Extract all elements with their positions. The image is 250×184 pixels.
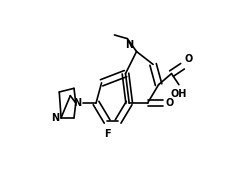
Text: O: O — [184, 54, 192, 64]
Text: O: O — [165, 98, 173, 108]
Text: OH: OH — [170, 89, 186, 99]
Text: N: N — [51, 113, 59, 123]
Text: F: F — [103, 129, 110, 139]
Text: N: N — [124, 40, 132, 50]
Text: N: N — [73, 98, 81, 108]
